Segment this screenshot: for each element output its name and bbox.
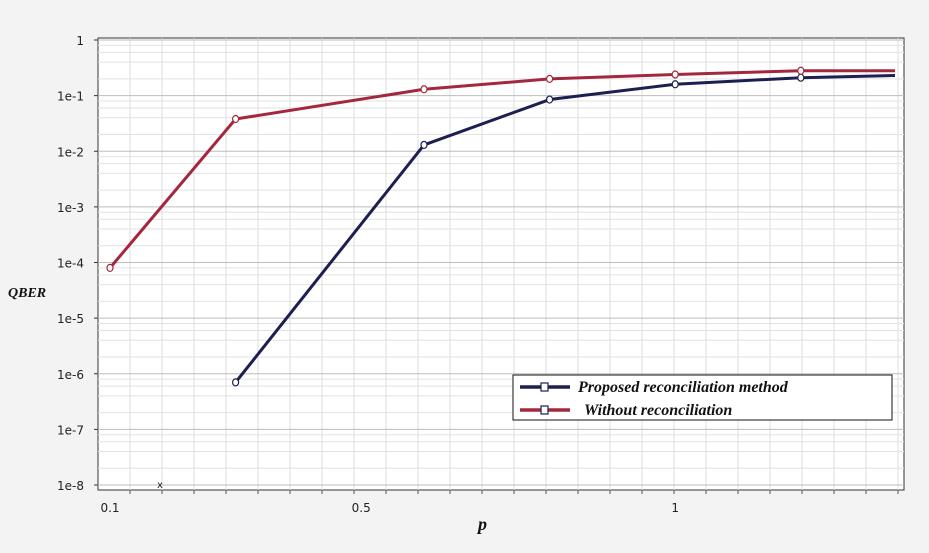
series-line-proposed bbox=[234, 74, 896, 384]
data-point bbox=[232, 378, 240, 387]
y-tick-label: 1e-2 bbox=[57, 145, 84, 159]
data-point bbox=[545, 74, 554, 83]
data-point bbox=[545, 95, 554, 104]
data-point bbox=[797, 73, 805, 82]
data-point bbox=[797, 66, 805, 75]
annotation-marker: x bbox=[157, 480, 163, 491]
y-axis-ticks: 1 1e-1 1e-2 1e-3 1e-4 1e-5 1e-6 1e-7 1e-8 bbox=[57, 34, 98, 493]
legend: Proposed reconciliation method Without r… bbox=[512, 374, 893, 421]
y-tick-label: 1e-5 bbox=[57, 312, 84, 326]
x-axis-title: p bbox=[476, 514, 487, 534]
legend-marker-without bbox=[540, 405, 549, 415]
y-tick-label: 1e-4 bbox=[57, 257, 84, 271]
y-tick-label: 1e-1 bbox=[57, 90, 84, 104]
x-tick-label: 0.5 bbox=[352, 501, 371, 515]
plot-background bbox=[97, 37, 905, 491]
x-tick-label: 1 bbox=[671, 501, 679, 515]
data-point bbox=[671, 70, 679, 79]
x-axis-ticks: 0.1 0.5 1 bbox=[100, 490, 899, 515]
data-point bbox=[106, 263, 114, 272]
y-tick-label: 1e-8 bbox=[57, 479, 84, 493]
data-point bbox=[671, 80, 679, 89]
y-axis-title: QBER bbox=[8, 286, 46, 301]
legend-label-proposed: Proposed reconciliation method bbox=[577, 379, 789, 396]
y-tick-label: 1e-3 bbox=[57, 201, 84, 215]
data-point bbox=[420, 85, 428, 94]
y-tick-label: 1 bbox=[76, 34, 84, 48]
legend-box bbox=[512, 374, 893, 421]
data-point bbox=[232, 114, 240, 124]
x-tick-label: 0.1 bbox=[100, 501, 119, 515]
y-tick-label: 1e-7 bbox=[57, 423, 84, 437]
legend-marker-proposed bbox=[540, 382, 549, 392]
y-tick-label: 1e-6 bbox=[57, 368, 84, 382]
series-layer bbox=[106, 66, 896, 387]
annotation-layer: x bbox=[157, 480, 163, 491]
data-point bbox=[420, 140, 428, 150]
legend-label-without: Without reconciliation bbox=[584, 402, 732, 419]
